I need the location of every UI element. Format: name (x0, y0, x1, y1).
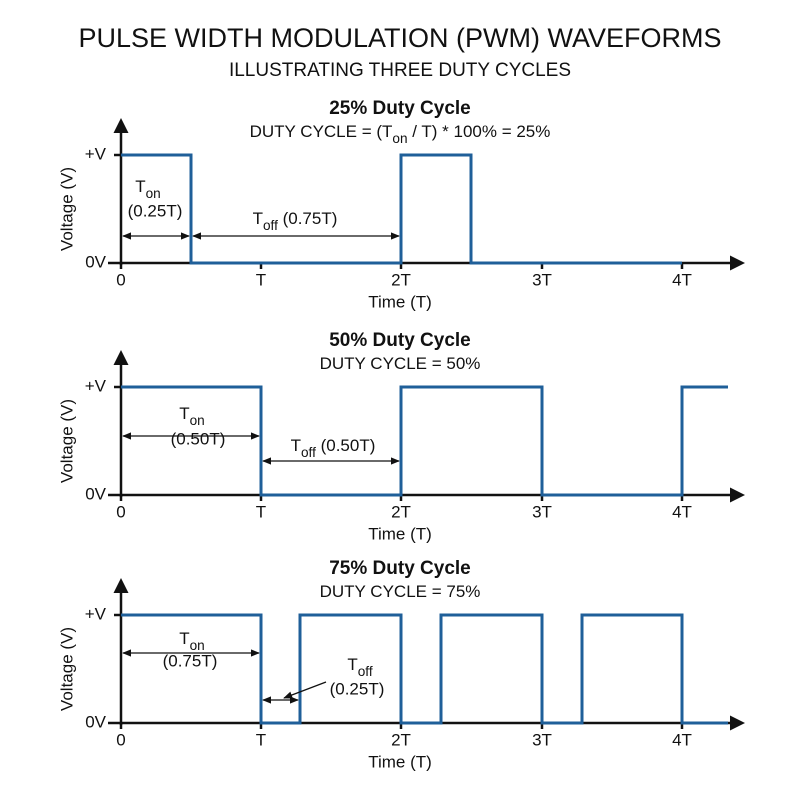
x-tick-label: T (256, 730, 266, 749)
text-part: T (135, 177, 145, 196)
duty-formula: DUTY CYCLE = 75% (320, 582, 481, 601)
subscript: on (190, 413, 205, 428)
x-tick-label: 4T (672, 502, 692, 521)
x-tick-label: 0 (116, 270, 125, 289)
x-tick-label: 2T (391, 502, 411, 521)
panel-title: 25% Duty Cycle (329, 98, 471, 119)
text-part: (0.75T) (278, 209, 338, 228)
text-part: T (347, 655, 357, 674)
y-axis-label: Voltage (V) (57, 627, 76, 711)
text-part: T (179, 629, 189, 648)
subscript: off (263, 218, 278, 233)
x-tick-label: 2T (391, 730, 411, 749)
subscript: off (358, 664, 373, 679)
text-part: / T) * 100% = 25% (408, 122, 551, 141)
text-part: T (179, 404, 189, 423)
t-on-label: Ton (179, 404, 205, 427)
title: PULSE WIDTH MODULATION (PWM) WAVEFORMS (79, 23, 722, 53)
y-low-label: 0V (85, 252, 106, 271)
t-on-label: Ton (179, 629, 205, 652)
panel-title: 75% Duty Cycle (329, 558, 471, 579)
x-tick-label: 4T (672, 730, 692, 749)
x-tick-label: 3T (532, 502, 552, 521)
duty-formula: DUTY CYCLE = (Ton / T) * 100% = 25% (250, 122, 551, 145)
t-on-value: (0.50T) (171, 429, 226, 448)
x-axis-label: Time (T) (368, 292, 432, 311)
waveform (121, 153, 682, 265)
x-tick-label: 3T (532, 730, 552, 749)
x-tick-label: T (256, 502, 266, 521)
x-tick-label: 4T (672, 270, 692, 289)
text-part: DUTY CYCLE = 50% (320, 354, 481, 373)
waveform (121, 613, 728, 725)
text-part: DUTY CYCLE = (T (250, 122, 393, 141)
waveform (121, 385, 728, 497)
y-high-label: +V (85, 376, 107, 395)
text-part: (0.50T) (316, 436, 376, 455)
y-high-label: +V (85, 144, 107, 163)
t-on-value: (0.75T) (163, 651, 218, 670)
duty-formula: DUTY CYCLE = 50% (320, 354, 481, 373)
x-tick-label: 3T (532, 270, 552, 289)
t-on-label: Ton (135, 177, 161, 200)
subtitle: ILLUSTRATING THREE DUTY CYCLES (229, 60, 571, 81)
text-part: DUTY CYCLE = 75% (320, 582, 481, 601)
t-off-value: (0.25T) (330, 679, 385, 698)
t-on-value: (0.25T) (128, 201, 183, 220)
x-tick-label: T (256, 270, 266, 289)
text-part: T (291, 436, 301, 455)
t-off-label: Toff (0.50T) (291, 436, 376, 459)
y-low-label: 0V (85, 712, 106, 731)
x-tick-label: 0 (116, 502, 125, 521)
y-high-label: +V (85, 604, 107, 623)
subscript: on (392, 131, 407, 146)
text-part: T (253, 209, 263, 228)
x-tick-label: 0 (116, 730, 125, 749)
y-low-label: 0V (85, 484, 106, 503)
x-tick-label: 2T (391, 270, 411, 289)
panel-title: 50% Duty Cycle (329, 330, 471, 351)
x-axis-label: Time (T) (368, 752, 432, 771)
y-axis-label: Voltage (V) (57, 399, 76, 483)
t-off-label: Toff (347, 655, 372, 678)
subscript: on (190, 638, 205, 653)
x-axis-label: Time (T) (368, 524, 432, 543)
t-off-label: Toff (0.75T) (253, 209, 338, 232)
subscript: on (146, 186, 161, 201)
t-off-pointer (283, 681, 327, 699)
subscript: off (301, 445, 316, 460)
y-axis-label: Voltage (V) (57, 167, 76, 251)
